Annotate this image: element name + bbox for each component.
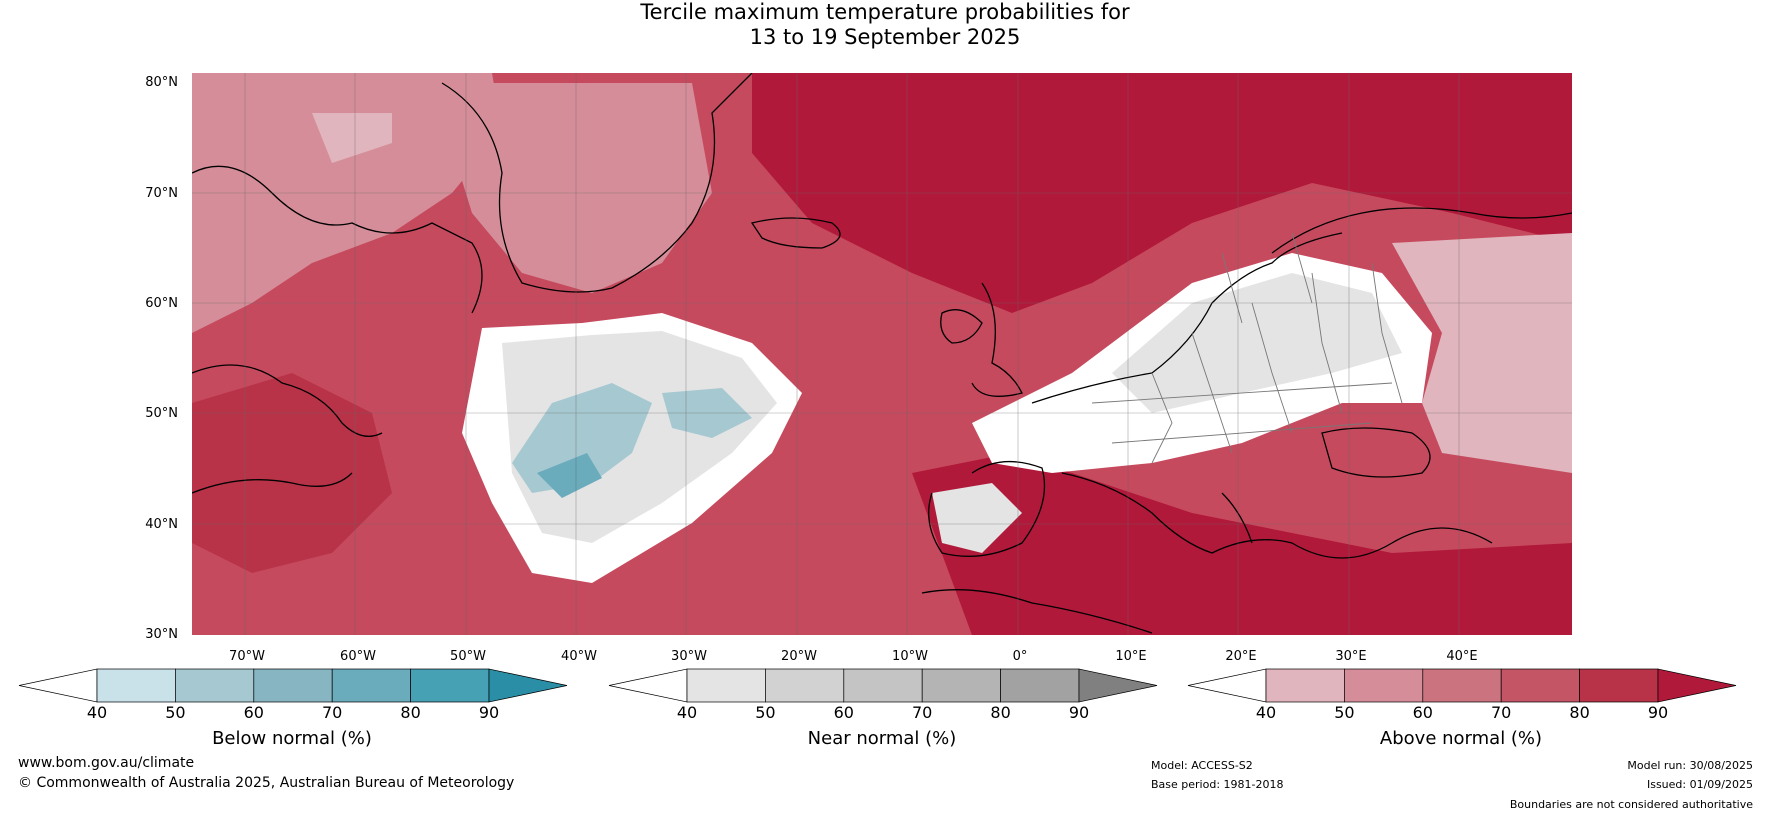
colorbar-above-segment-4	[1500, 668, 1580, 703]
colorbar-above-high-extend	[1657, 668, 1737, 703]
area-below-normal-core	[537, 453, 602, 498]
area-iberia	[932, 483, 1022, 553]
colorbar-near-tick-40: 40	[676, 703, 698, 722]
lat-label-80n: 80°N	[145, 75, 178, 90]
colorbar-above-segment-2	[1344, 668, 1424, 703]
colorbar-below-high-extend	[488, 668, 568, 703]
area-below-normal-west	[512, 383, 652, 493]
colorbar-below-tick-70: 70	[322, 703, 343, 722]
colorbar-above	[1187, 668, 1737, 703]
footer-copyright: © Commonwealth of Australia 2025, Austra…	[18, 775, 515, 791]
lat-label-60n: 60°N	[145, 296, 178, 311]
lat-label-70n: 70°N	[145, 186, 178, 201]
colorbar-below-segment-2	[175, 668, 255, 703]
colorbar-near-tick-90: 90	[1068, 703, 1090, 722]
area-greenland	[432, 83, 712, 293]
colorbar-below-tick-40: 40	[86, 703, 108, 722]
colorbar-above-tick-40: 40	[1255, 703, 1277, 722]
colorbar-above-title: Above normal (%)	[1379, 728, 1543, 749]
lat-label-50n: 50°N	[145, 406, 178, 421]
country-borders	[1091, 232, 1403, 464]
lat-label-40n: 40°N	[145, 517, 178, 532]
colorbar-near-tick-80: 80	[990, 703, 1011, 722]
colorbar-below-low-extend	[18, 668, 98, 703]
colorbar-above-tick-70: 70	[1491, 703, 1512, 722]
footer-model-run: Model run: 30/08/2025	[1627, 759, 1753, 772]
area-canada-north	[192, 73, 502, 333]
lon-label-70w: 70°W	[229, 649, 265, 664]
colorbar-below-segment-3	[253, 668, 333, 703]
forecast-map	[192, 73, 1572, 635]
colorbar-near-low-extend	[608, 668, 688, 703]
colorbar-below-tick-80: 80	[400, 703, 421, 722]
colorbar-below-segment-5	[410, 668, 490, 703]
footer-base-period: Base period: 1981-2018	[1151, 778, 1284, 791]
colorbar-near-segment-1	[686, 668, 766, 703]
area-baffin	[312, 113, 392, 163]
footer-model: Model: ACCESS-S2	[1151, 759, 1253, 772]
colorbar-near-tick-70: 70	[912, 703, 933, 722]
footer-website: www.bom.gov.au/climate	[18, 755, 195, 771]
colorbar-near-tick-50: 50	[755, 703, 776, 722]
lon-label-10w: 10°W	[892, 649, 928, 664]
footer-issued: Issued: 01/09/2025	[1646, 778, 1753, 791]
colorbar-below-segment-4	[331, 668, 411, 703]
map-svg	[192, 73, 1572, 635]
colorbar-near-segment-5	[1000, 668, 1080, 703]
graticule	[192, 73, 1572, 635]
colorbar-near	[608, 668, 1158, 703]
colorbar-below-tick-60: 60	[243, 703, 264, 722]
colorbar-near-segment-3	[843, 668, 923, 703]
colorbar-below-segment-1	[96, 668, 176, 703]
colorbar-above-segment-3	[1422, 668, 1502, 703]
lon-label-0: 0°	[1012, 649, 1028, 664]
colorbar-near-title: Near normal (%)	[807, 728, 957, 749]
colorbar-near-segment-2	[765, 668, 845, 703]
colorbar-below-title: Below normal (%)	[212, 728, 372, 749]
title-line-2: 13 to 19 September 2025	[749, 25, 1021, 49]
colorbar-above-segment-1	[1265, 668, 1345, 703]
lon-label-20w: 20°W	[781, 649, 817, 664]
colorbar-above-tick-90: 90	[1647, 703, 1669, 722]
colorbar-above-low-extend	[1187, 668, 1267, 703]
lon-label-30e: 30°E	[1335, 649, 1367, 664]
colorbar-near-segment-4	[921, 668, 1001, 703]
title-line-1: Tercile maximum temperature probabilitie…	[640, 0, 1130, 24]
lon-label-60w: 60°W	[340, 649, 376, 664]
area-europe-nearnormal	[1112, 273, 1402, 413]
colorbar-above-tick-60: 60	[1412, 703, 1433, 722]
colorbar-above-tick-80: 80	[1569, 703, 1590, 722]
colorbar-below-tick-50: 50	[165, 703, 186, 722]
area-mediterranean-strong	[912, 453, 1572, 635]
lon-label-40w: 40°W	[561, 649, 597, 664]
colorbar-below-tick-90: 90	[478, 703, 500, 722]
lon-label-30w: 30°W	[671, 649, 707, 664]
colorbar-near-high-extend	[1078, 668, 1158, 703]
lon-label-20e: 20°E	[1225, 649, 1257, 664]
lon-label-10e: 10°E	[1115, 649, 1147, 664]
coastlines	[192, 73, 1572, 634]
footer-disclaimer: Boundaries are not considered authoritat…	[1509, 798, 1753, 811]
lat-label-30n: 30°N	[145, 627, 178, 642]
colorbar-above-segment-5	[1579, 668, 1659, 703]
lon-label-50w: 50°W	[450, 649, 486, 664]
chart-title: Tercile maximum temperature probabilitie…	[0, 0, 1770, 50]
colorbar-below	[18, 668, 568, 703]
colorbar-near-tick-60: 60	[833, 703, 854, 722]
colorbar-above-tick-50: 50	[1334, 703, 1355, 722]
lon-label-40e: 40°E	[1446, 649, 1478, 664]
